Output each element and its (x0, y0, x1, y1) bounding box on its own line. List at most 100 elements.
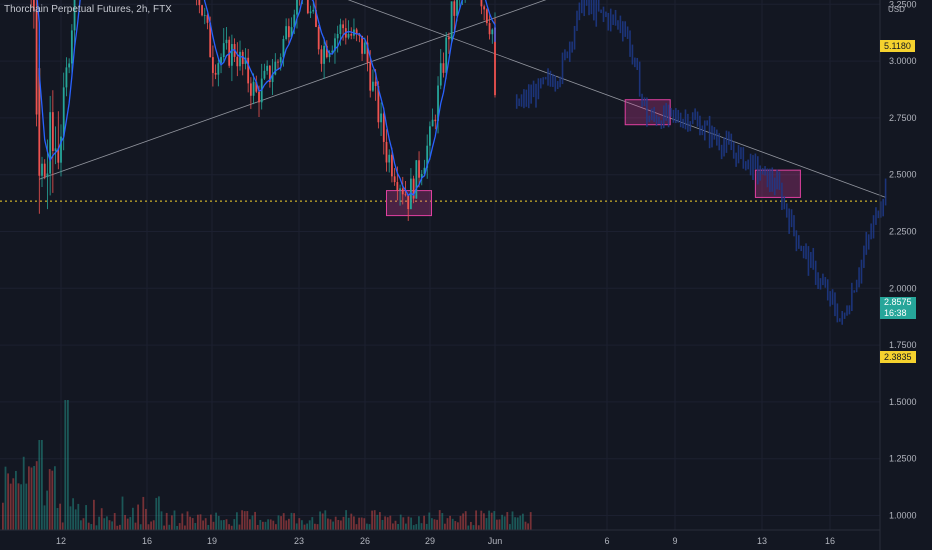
candle-body (268, 65, 271, 83)
volume-bar (324, 510, 327, 530)
volume-bar (459, 515, 462, 530)
candle-body (241, 51, 244, 65)
candle-body (51, 112, 54, 151)
volume-bar (56, 508, 59, 530)
volume-bar (74, 509, 77, 530)
trend-lines (39, 0, 886, 198)
volume-bar (516, 517, 519, 530)
candle-body (393, 176, 396, 183)
candle-body (380, 113, 382, 123)
time-tick-label: 12 (56, 536, 66, 546)
price-tick-label: 1.7500 (889, 340, 917, 350)
volume-bar (480, 510, 483, 530)
volume-bar (269, 519, 272, 530)
candle-body (293, 14, 296, 28)
candle-body (423, 167, 426, 175)
candle-body (336, 33, 339, 39)
candle-body (439, 63, 442, 86)
volume-bar (132, 507, 134, 530)
volume-bar (272, 520, 275, 530)
resistance-price-badge: 5.1180 (880, 40, 915, 52)
time-tick-label: 16 (142, 536, 152, 546)
volume-bar (129, 517, 132, 530)
volume-bar (402, 517, 405, 530)
candle-body (488, 23, 491, 35)
candle-body (60, 136, 62, 163)
horizontal-levels (0, 200, 880, 202)
volume-bar (251, 515, 254, 530)
candle-body (57, 148, 60, 163)
candle-body (401, 188, 404, 195)
candle-body (391, 154, 393, 177)
volume-bar (506, 512, 509, 530)
volume-bar (155, 497, 158, 530)
candle-body (363, 42, 366, 54)
volume-bar (181, 513, 184, 530)
candle-body (255, 81, 258, 92)
volume-bar (116, 525, 119, 530)
volume-bar (152, 520, 155, 530)
volume-bar (173, 510, 176, 530)
time-tick-label: 13 (757, 536, 767, 546)
candle-body (266, 65, 269, 71)
projection-series (515, 0, 887, 325)
volume-bar (69, 506, 72, 530)
volume-bar (225, 519, 228, 530)
volume-bar (392, 523, 394, 530)
candle-body (46, 173, 49, 177)
volume-bar (428, 512, 431, 530)
volume-bar (259, 520, 262, 530)
volume-bar (2, 502, 4, 530)
candle-body (429, 126, 431, 146)
candle-body (447, 37, 450, 40)
candle-body (287, 26, 290, 38)
candle-body (203, 15, 206, 16)
price-tick-label: 1.5000 (889, 397, 917, 407)
volume-bar (241, 510, 243, 530)
volume-bar (113, 513, 116, 530)
candle-body (325, 45, 328, 58)
candle-body (277, 61, 279, 63)
time-tick-label: 29 (425, 536, 435, 546)
volume-bar (134, 522, 137, 530)
candle-body (396, 182, 399, 191)
volume-bar (80, 520, 82, 530)
candle-body (312, 9, 315, 12)
volume-bar (111, 521, 113, 530)
candle-body (480, 0, 483, 7)
candle-body (212, 57, 214, 73)
moving-average-line (36, 0, 496, 197)
volume-bar (438, 510, 441, 530)
volume-bar (295, 523, 298, 530)
volume-bar (54, 466, 56, 530)
volume-bar (373, 510, 376, 530)
volume-bar (316, 524, 319, 530)
volume-bar (475, 510, 477, 530)
volume-bar (236, 512, 238, 530)
volume-bar (108, 520, 111, 530)
candle-body (306, 0, 309, 14)
candle-body (274, 61, 277, 75)
volume-bar (334, 516, 337, 530)
candle-body (247, 57, 250, 84)
volume-bar (145, 508, 147, 530)
volume-bar (238, 524, 241, 530)
target-box (754, 169, 801, 198)
volume-bar (230, 525, 233, 530)
volume-bar (425, 523, 428, 530)
candle-body (323, 45, 326, 64)
volume-bar (441, 513, 444, 530)
candle-body (236, 56, 239, 67)
candle-body (244, 57, 247, 65)
volume-bar (171, 515, 173, 530)
chart-title: Thorchain Perpetual Futures, 2h, FTX (4, 4, 172, 15)
volume-bar (220, 520, 223, 530)
volume-bar (490, 512, 493, 530)
candle-body (366, 42, 369, 63)
volume-bar (4, 466, 7, 530)
volume-bar (254, 511, 256, 530)
candle-body (456, 0, 458, 16)
volume-bar (358, 517, 360, 530)
candle-body (282, 39, 285, 58)
